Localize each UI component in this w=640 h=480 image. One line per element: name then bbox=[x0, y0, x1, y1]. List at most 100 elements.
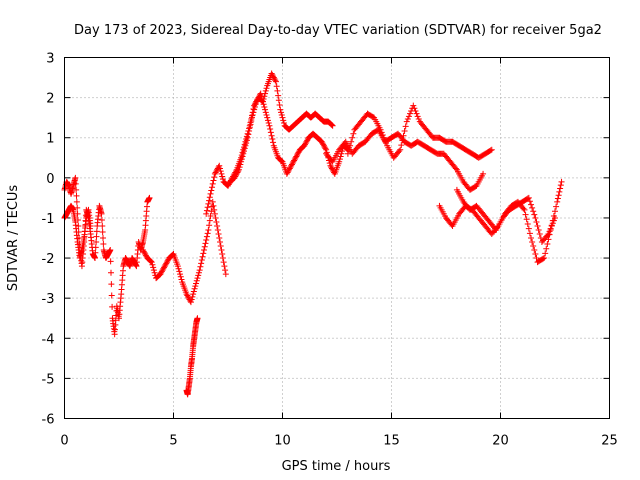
data-point bbox=[100, 235, 107, 241]
data-point bbox=[159, 267, 166, 274]
data-point bbox=[303, 138, 310, 145]
data-point bbox=[235, 168, 242, 175]
data-point bbox=[291, 157, 298, 164]
data-point bbox=[275, 92, 282, 99]
data-point bbox=[279, 114, 286, 121]
data-point bbox=[294, 150, 301, 157]
data-point bbox=[203, 210, 210, 217]
y-tick-label: -1 bbox=[42, 212, 55, 227]
data-point bbox=[284, 169, 291, 176]
series-track-h bbox=[344, 102, 495, 161]
data-point bbox=[402, 123, 409, 130]
data-point bbox=[414, 113, 421, 120]
data-point bbox=[348, 138, 355, 145]
y-axis-ticks: -6 -5 -4 -3 -2 -1 0 1 2 3 bbox=[42, 52, 610, 428]
x-tick-label: 10 bbox=[274, 434, 291, 449]
data-point bbox=[265, 120, 272, 127]
data-point bbox=[278, 109, 285, 116]
data-point bbox=[190, 288, 197, 295]
data-point bbox=[529, 239, 536, 246]
data-point bbox=[383, 140, 390, 147]
data-point bbox=[480, 170, 487, 177]
data-point bbox=[328, 122, 335, 129]
data-point bbox=[407, 110, 414, 117]
data-point bbox=[273, 83, 280, 90]
data-point bbox=[222, 267, 229, 274]
data-point bbox=[140, 248, 147, 255]
data-point bbox=[205, 226, 212, 233]
y-tick-label: 0 bbox=[46, 172, 54, 187]
data-point bbox=[242, 142, 249, 149]
data-point bbox=[488, 146, 495, 153]
data-point bbox=[206, 222, 213, 229]
data-point bbox=[73, 186, 80, 193]
data-point bbox=[98, 210, 105, 217]
data-point bbox=[286, 165, 293, 172]
y-tick-label: 3 bbox=[46, 52, 54, 67]
data-point bbox=[211, 174, 218, 181]
data-point bbox=[274, 87, 281, 94]
data-point bbox=[209, 203, 216, 210]
data-point bbox=[164, 257, 171, 264]
data-point bbox=[215, 230, 222, 237]
data-point bbox=[328, 164, 335, 171]
data-point bbox=[251, 106, 258, 113]
data-point bbox=[271, 75, 278, 82]
data-point bbox=[263, 85, 270, 92]
data-point bbox=[150, 264, 157, 271]
data-point bbox=[547, 225, 554, 232]
data-point bbox=[254, 97, 261, 104]
data-point bbox=[531, 247, 538, 254]
data-point bbox=[184, 292, 191, 299]
data-point bbox=[93, 233, 100, 240]
data-points bbox=[61, 70, 565, 398]
data-point bbox=[533, 218, 540, 225]
data-point bbox=[556, 188, 563, 195]
data-point bbox=[93, 228, 100, 235]
data-point bbox=[328, 121, 335, 128]
data-point bbox=[304, 137, 311, 144]
data-point bbox=[266, 122, 273, 129]
data-point bbox=[336, 156, 343, 163]
data-point bbox=[246, 124, 253, 131]
data-point bbox=[525, 194, 532, 201]
data-point bbox=[146, 194, 153, 201]
data-point bbox=[235, 166, 242, 173]
data-point bbox=[286, 166, 293, 173]
data-point bbox=[344, 150, 351, 157]
data-point bbox=[528, 235, 535, 241]
data-point bbox=[198, 260, 205, 267]
data-point bbox=[92, 244, 99, 251]
data-point bbox=[524, 220, 531, 227]
data-point bbox=[520, 205, 527, 212]
series-track-e bbox=[203, 70, 336, 217]
data-point bbox=[163, 259, 170, 266]
data-point bbox=[399, 137, 406, 144]
grid-lines bbox=[64, 57, 610, 419]
data-point bbox=[328, 165, 335, 172]
data-point bbox=[200, 250, 207, 257]
data-point bbox=[213, 218, 220, 225]
data-point bbox=[267, 126, 274, 133]
data-point bbox=[243, 140, 250, 147]
data-point bbox=[187, 297, 194, 304]
data-point bbox=[109, 303, 116, 310]
data-point bbox=[549, 220, 556, 227]
y-axis-label: SDTVAR / TECUs bbox=[6, 185, 21, 292]
data-point bbox=[175, 265, 182, 272]
data-point bbox=[231, 174, 238, 181]
data-point bbox=[554, 198, 561, 205]
data-point bbox=[217, 239, 224, 246]
data-point bbox=[345, 146, 352, 153]
data-point bbox=[263, 111, 270, 118]
data-point bbox=[232, 173, 239, 180]
data-point bbox=[377, 126, 384, 133]
data-point bbox=[193, 280, 200, 287]
data-point bbox=[401, 128, 408, 135]
data-point bbox=[526, 230, 533, 237]
data-point bbox=[208, 208, 215, 215]
data-point bbox=[283, 170, 290, 177]
data-point bbox=[107, 258, 114, 265]
data-point bbox=[210, 177, 217, 184]
chart-title: Day 173 of 2023, Sidereal Day-to-day VTE… bbox=[74, 23, 602, 38]
